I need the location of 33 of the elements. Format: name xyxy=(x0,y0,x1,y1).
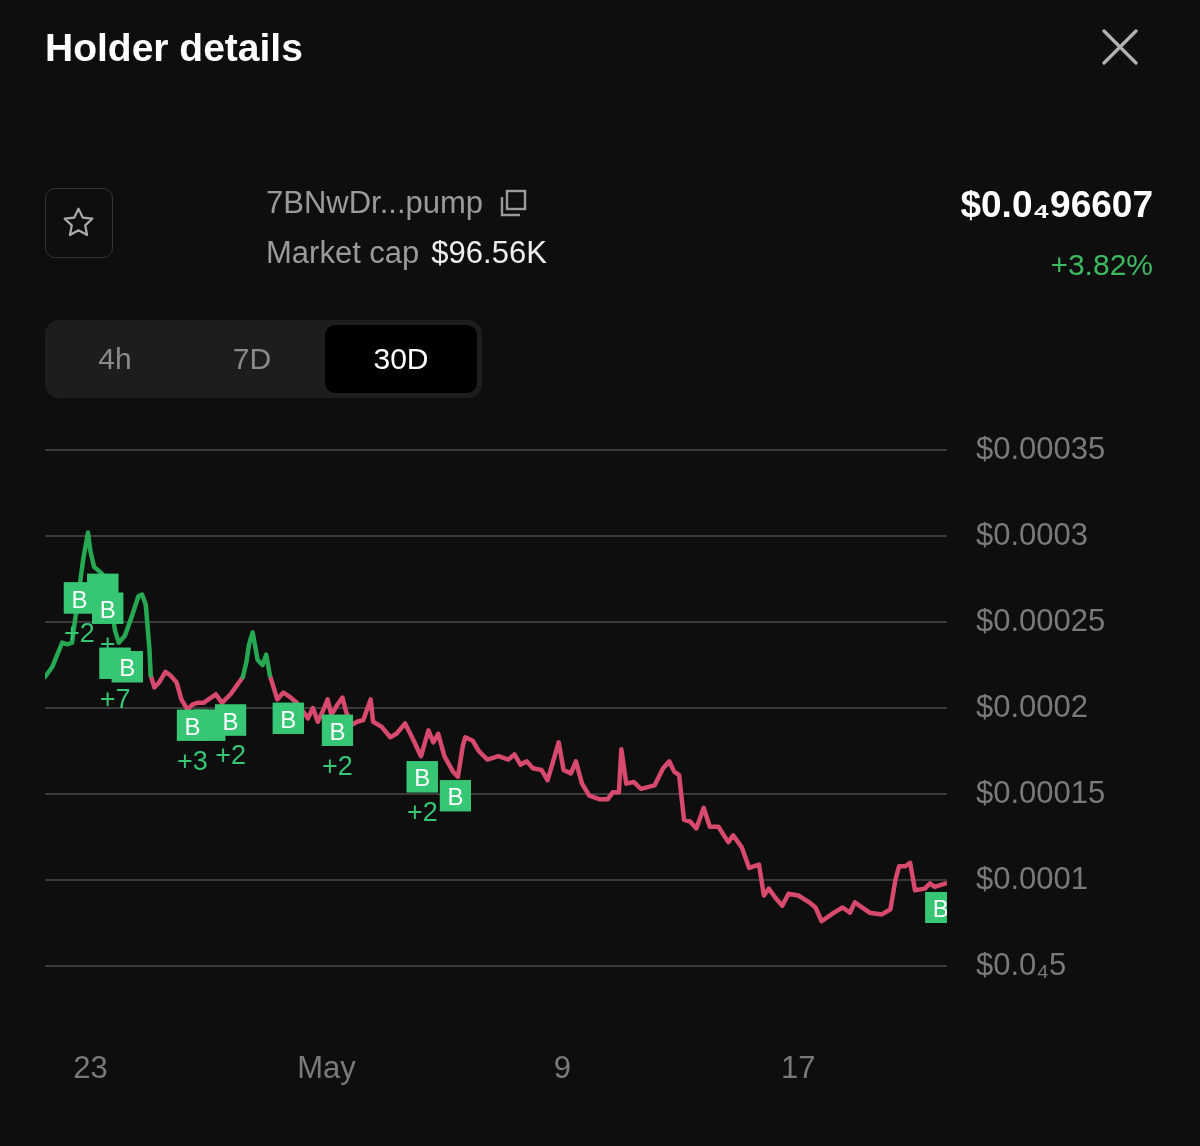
data-label: B xyxy=(222,707,239,735)
annotation: +7 xyxy=(99,683,131,714)
annotation: +2 xyxy=(406,797,438,828)
x-tick-label: 23 xyxy=(73,1050,108,1086)
data-label: B xyxy=(932,895,949,923)
data-label: B xyxy=(447,783,464,811)
y-tick-label: $0.0002 xyxy=(976,688,1089,724)
y-tick-label: $0.00015 xyxy=(976,774,1106,810)
y-tick-label: $0.0001 xyxy=(976,860,1089,896)
data-label: B xyxy=(329,717,346,745)
text: 7BNwDr...pump xyxy=(266,185,484,221)
annotation: +2 xyxy=(322,750,353,781)
data-label: B xyxy=(414,764,431,792)
data-label: B xyxy=(184,712,201,740)
tab-bar: 4h 7D 30D xyxy=(45,320,482,398)
data-label: B xyxy=(99,595,116,623)
y-tick-label: $0.00035 xyxy=(976,430,1106,466)
annotation: +3 xyxy=(177,745,208,776)
text: Market cap xyxy=(266,235,420,271)
y-tick-label: $0.00025 xyxy=(976,602,1106,638)
annotation: +2 xyxy=(215,740,246,771)
data-label: B xyxy=(71,585,88,613)
data-label: B xyxy=(280,705,297,733)
text: $96.56K xyxy=(431,235,547,271)
text: $0.0₄96607 xyxy=(960,183,1153,227)
text: +3.82% xyxy=(1050,247,1153,283)
x-tick-label: 9 xyxy=(553,1050,571,1086)
y-tick-label: $0.0003 xyxy=(976,516,1089,552)
chart-title: Holder details xyxy=(45,25,303,71)
x-tick-label: May xyxy=(297,1050,357,1086)
x-tick-label: 17 xyxy=(781,1050,816,1086)
y-tick-label: $0.0₄5 xyxy=(976,946,1067,982)
data-label: B xyxy=(119,654,136,682)
